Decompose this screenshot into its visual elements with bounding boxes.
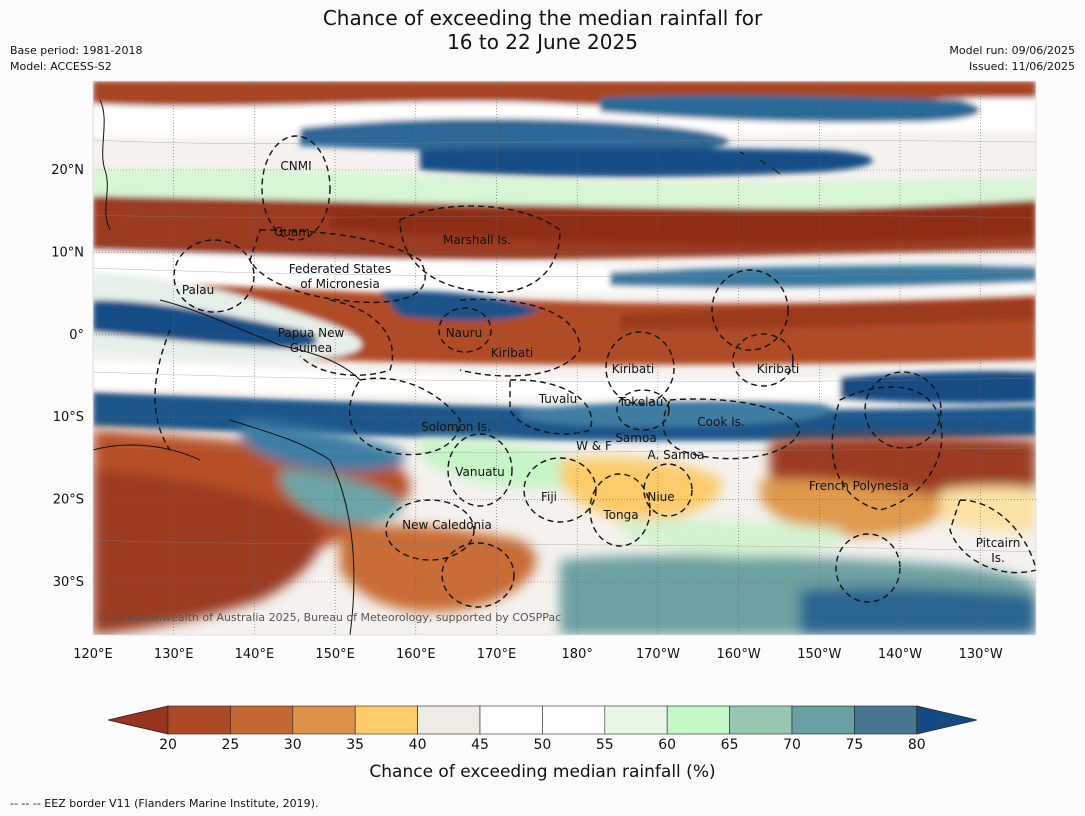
- place-label-vanuatu: Vanuatu: [455, 465, 505, 479]
- colorbar-segment-12: [854, 705, 918, 735]
- colorbar-tick-50: 50: [533, 737, 552, 753]
- colorbar-tick-30: 30: [283, 737, 302, 753]
- lon-label-5: 170°E: [477, 647, 517, 662]
- colorbar-segment-8: [604, 705, 668, 735]
- lon-label-11: 130°W: [959, 647, 1003, 662]
- place-label-pitcairn-line-2: Is.: [991, 551, 1005, 565]
- place-label-nauru: Nauru: [446, 326, 482, 340]
- colorbar-title: Chance of exceeding median rainfall (%): [369, 762, 716, 782]
- colorbar-tick-65: 65: [720, 737, 739, 753]
- lon-label-2: 140°E: [235, 647, 275, 662]
- place-labels: CNMI Guam Marshall Is. Federated States …: [182, 159, 1020, 565]
- lon-label-8: 160°W: [717, 647, 761, 662]
- colorbar-segment-2: [230, 705, 294, 735]
- colorbar-high-extension: [916, 705, 977, 735]
- place-label-png-line-1: Papua New: [278, 326, 345, 340]
- model-run-text: Model run: 09/06/2025: [949, 44, 1075, 57]
- colorbar-segment-7: [542, 705, 606, 735]
- place-label-fiji: Fiji: [541, 490, 557, 504]
- colorbar-segment-1: [167, 705, 231, 735]
- place-label-fsm-line-2: of Micronesia: [300, 277, 380, 291]
- colorbar-segment-5: [417, 705, 481, 735]
- latitude-labels: 20°N 10°N 0° 10°S 20°S 30°S: [51, 163, 84, 590]
- lat-label-3: 10°S: [53, 410, 84, 425]
- longitude-labels: 120°E 130°E 140°E 150°E 160°E 170°E 180° 170°W 1…: [73, 647, 1003, 662]
- coastlines: [93, 99, 781, 635]
- map-frame: [92, 80, 1037, 636]
- copyright-notice: © Commonwealth of Australia 2025, Bureau…: [98, 611, 561, 624]
- place-label-cook-islands: Cook Is.: [697, 415, 744, 429]
- title-line-2: 16 to 22 June 2025: [447, 30, 638, 54]
- place-label-marshall-islands: Marshall Is.: [443, 233, 511, 247]
- colorbar-segment-11: [791, 705, 855, 735]
- colorbar-tick-75: 75: [845, 737, 864, 753]
- place-label-samoa: Samoa: [615, 431, 656, 445]
- colorbar-segment-9: [666, 705, 730, 735]
- colorbar-tick-20: 20: [159, 737, 177, 753]
- meta-left: Base period: 1981-2018 Model: ACCESS-S2: [10, 43, 142, 75]
- place-label-png-line-2: Guinea: [290, 341, 333, 355]
- colorbar-tick-40: 40: [408, 737, 427, 753]
- lon-label-9: 150°W: [797, 647, 841, 662]
- lon-label-3: 150°E: [315, 647, 355, 662]
- place-label-guam: Guam: [274, 225, 310, 239]
- eez-borders: [154, 135, 1036, 608]
- lat-label-5: 30°S: [53, 575, 84, 590]
- lon-label-1: 130°E: [154, 647, 194, 662]
- colorbar-segment-6: [479, 705, 543, 735]
- lon-label-6: 180°: [562, 647, 593, 662]
- colorbar-tick-60: 60: [658, 737, 677, 753]
- place-label-wallis-futuna: W & F: [576, 439, 612, 453]
- place-label-palau: Palau: [182, 283, 214, 297]
- place-label-kiribati-central: Kiribati: [612, 362, 654, 376]
- map-field: [93, 81, 1036, 635]
- colorbar-tick-55: 55: [595, 737, 614, 753]
- colorbar: [107, 705, 977, 735]
- lat-label-2: 0°: [69, 328, 84, 343]
- map-title: Chance of exceeding the median rainfall …: [0, 6, 1085, 54]
- meta-right: Model run: 09/06/2025 Issued: 11/06/2025: [949, 43, 1075, 75]
- lat-label-1: 10°N: [51, 245, 84, 260]
- colorbar-tick-80: 80: [907, 737, 926, 753]
- colorbar-segment-4: [354, 705, 418, 735]
- lon-label-10: 140°W: [878, 647, 922, 662]
- colorbar-tick-45: 45: [471, 737, 489, 753]
- place-label-pitcairn-line-1: Pitcairn: [976, 536, 1021, 550]
- place-label-fsm-line-1: Federated States: [289, 262, 391, 276]
- place-label-kiribati-east: Kiribati: [757, 362, 799, 376]
- title-line-1: Chance of exceeding the median rainfall …: [322, 6, 763, 30]
- place-label-tonga: Tonga: [602, 508, 638, 522]
- model-text: Model: ACCESS-S2: [10, 60, 112, 73]
- base-period-text: Base period: 1981-2018: [10, 44, 143, 57]
- lon-label-7: 170°W: [636, 647, 680, 662]
- place-label-new-caledonia: New Caledonia: [402, 518, 492, 532]
- colorbar-tick-35: 35: [346, 737, 365, 753]
- colorbar-tick-25: 25: [221, 737, 240, 753]
- lat-label-0: 20°N: [51, 163, 84, 178]
- colorbar-segment-10: [729, 705, 793, 735]
- eez-footnote: -- -- -- EEZ border V11 (Flanders Marine…: [10, 797, 319, 810]
- place-label-cnmi: CNMI: [280, 159, 311, 173]
- lat-label-4: 20°S: [53, 493, 84, 508]
- colorbar-low-extension: [107, 705, 169, 735]
- lon-label-4: 160°E: [396, 647, 436, 662]
- place-label-american-samoa: A. Samoa: [648, 448, 705, 462]
- colorbar-tick-70: 70: [783, 737, 801, 753]
- place-label-tuvalu: Tuvalu: [538, 392, 578, 406]
- lon-label-0: 120°E: [73, 647, 113, 662]
- place-label-tokelau: Tokelau: [618, 395, 664, 409]
- place-label-kiribati-west: Kiribati: [491, 346, 533, 360]
- place-label-solomon-islands: Solomon Is.: [421, 420, 491, 434]
- issued-text: Issued: 11/06/2025: [968, 60, 1075, 73]
- place-label-niue: Niue: [647, 490, 674, 504]
- colorbar-segment-3: [292, 705, 356, 735]
- place-label-french-polynesia: French Polynesia: [809, 479, 909, 493]
- contour-lines: [93, 139, 1036, 553]
